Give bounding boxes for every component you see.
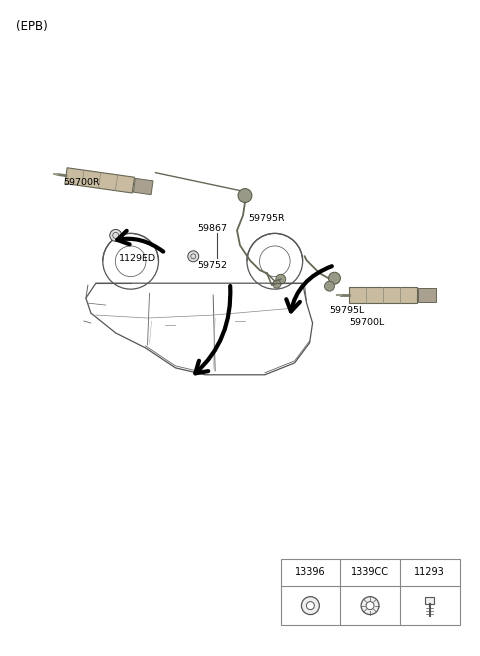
- FancyArrowPatch shape: [195, 286, 230, 373]
- Text: 59700R: 59700R: [63, 178, 100, 187]
- Polygon shape: [133, 178, 153, 195]
- Text: 1339CC: 1339CC: [351, 567, 389, 577]
- Text: 59795L: 59795L: [329, 306, 365, 315]
- Circle shape: [276, 274, 286, 284]
- Circle shape: [328, 272, 340, 284]
- Bar: [425, 597, 434, 604]
- Circle shape: [273, 280, 281, 288]
- Text: 59795R: 59795R: [248, 214, 285, 223]
- Circle shape: [361, 597, 379, 615]
- Circle shape: [301, 597, 319, 615]
- Text: 59752: 59752: [197, 261, 227, 270]
- FancyArrowPatch shape: [286, 266, 332, 312]
- Text: 13396: 13396: [295, 567, 326, 577]
- Polygon shape: [65, 168, 134, 193]
- Polygon shape: [419, 288, 436, 302]
- Text: 11293: 11293: [414, 567, 445, 577]
- Text: (EPB): (EPB): [16, 20, 48, 33]
- Circle shape: [366, 602, 374, 609]
- Circle shape: [324, 281, 335, 291]
- Circle shape: [306, 602, 314, 609]
- Text: 59700L: 59700L: [349, 318, 384, 327]
- Polygon shape: [349, 287, 418, 303]
- FancyArrowPatch shape: [117, 231, 163, 252]
- Circle shape: [188, 251, 199, 262]
- Text: 59867: 59867: [197, 224, 227, 233]
- Circle shape: [238, 188, 252, 203]
- Bar: [281, 559, 459, 625]
- Circle shape: [110, 230, 122, 241]
- Text: 1129ED: 1129ED: [119, 254, 156, 263]
